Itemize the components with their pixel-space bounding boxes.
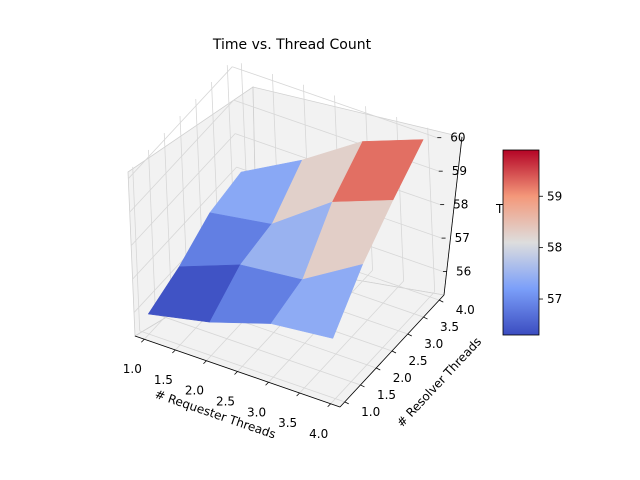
y-tick-label: 4.0 xyxy=(456,303,475,317)
y-grid-line xyxy=(148,149,156,314)
z-grid-line xyxy=(129,99,235,213)
x-tick-mark xyxy=(296,392,300,397)
x-tick-mark xyxy=(327,403,331,408)
colorbar-tick-label: 57 xyxy=(547,292,562,306)
y-tick-label: 3.5 xyxy=(440,320,459,334)
colorbar-ticks: 57 58 59 xyxy=(539,189,562,306)
z-tick-label: 56 xyxy=(456,265,471,279)
y-grid-line xyxy=(139,330,345,403)
x-grid-line xyxy=(427,127,436,292)
y-tick-label: 2.5 xyxy=(408,354,427,368)
z-tick-label: 59 xyxy=(452,164,467,178)
y-tick-label: 1.0 xyxy=(361,405,380,419)
chart-title: Time vs. Thread Count xyxy=(212,37,372,53)
y-tick-label: 2.0 xyxy=(393,371,412,385)
colorbar xyxy=(502,149,540,336)
z-tick-label: 58 xyxy=(453,198,468,212)
x-tick-label: 2.0 xyxy=(185,384,204,398)
y-tick-label: 3.0 xyxy=(424,337,443,351)
colorbar-tick-label: 58 xyxy=(547,241,562,255)
z-grid-line xyxy=(127,66,233,179)
x-tick-label: 4.0 xyxy=(309,427,328,441)
y-tick-mark xyxy=(344,401,349,405)
x-tick-mark xyxy=(265,381,269,386)
y-tick-mark xyxy=(360,384,365,388)
y-tick-mark xyxy=(391,350,397,354)
z-grid-line xyxy=(232,66,438,139)
surface xyxy=(147,139,424,339)
x-tick-mark xyxy=(203,360,207,365)
z-tick-label: 57 xyxy=(455,231,470,245)
x-tick-label: 1.0 xyxy=(123,362,142,376)
x-tick-label: 3.5 xyxy=(278,416,297,430)
y-grid-line xyxy=(179,115,188,281)
z-grid-line xyxy=(132,166,237,280)
z-axis-label: T xyxy=(495,202,504,216)
y-grid-line xyxy=(155,313,361,386)
y-tick-mark xyxy=(423,316,428,320)
x-ticks: 1.0 1.5 2.0 2.5 3.0 3.5 4.0 xyxy=(123,338,331,441)
y-ticks: 1.0 1.5 2.0 2.5 3.0 3.5 4.0 xyxy=(344,299,475,419)
z-ticks: 56 57 58 59 60 xyxy=(437,131,471,279)
x-tick-mark xyxy=(172,349,176,354)
y-tick-label: 1.5 xyxy=(377,388,396,402)
surface-patch xyxy=(270,263,364,339)
y-tick-mark xyxy=(439,299,444,303)
y-tick-mark xyxy=(407,333,412,337)
x-tick-label: 3.0 xyxy=(247,405,266,419)
z-tick-label: 60 xyxy=(450,131,465,145)
z-axis-line xyxy=(443,136,463,296)
x-tick-label: 1.5 xyxy=(154,373,173,387)
x-tick-label: 2.5 xyxy=(216,395,235,409)
y-tick-mark xyxy=(376,367,381,371)
y-grid-line xyxy=(163,132,172,297)
colorbar-tick-label: 59 xyxy=(547,189,562,203)
x-tick-mark xyxy=(234,371,238,375)
x-tick-mark xyxy=(141,338,145,343)
z-grid-line xyxy=(130,133,236,246)
y-grid-line xyxy=(132,166,141,331)
